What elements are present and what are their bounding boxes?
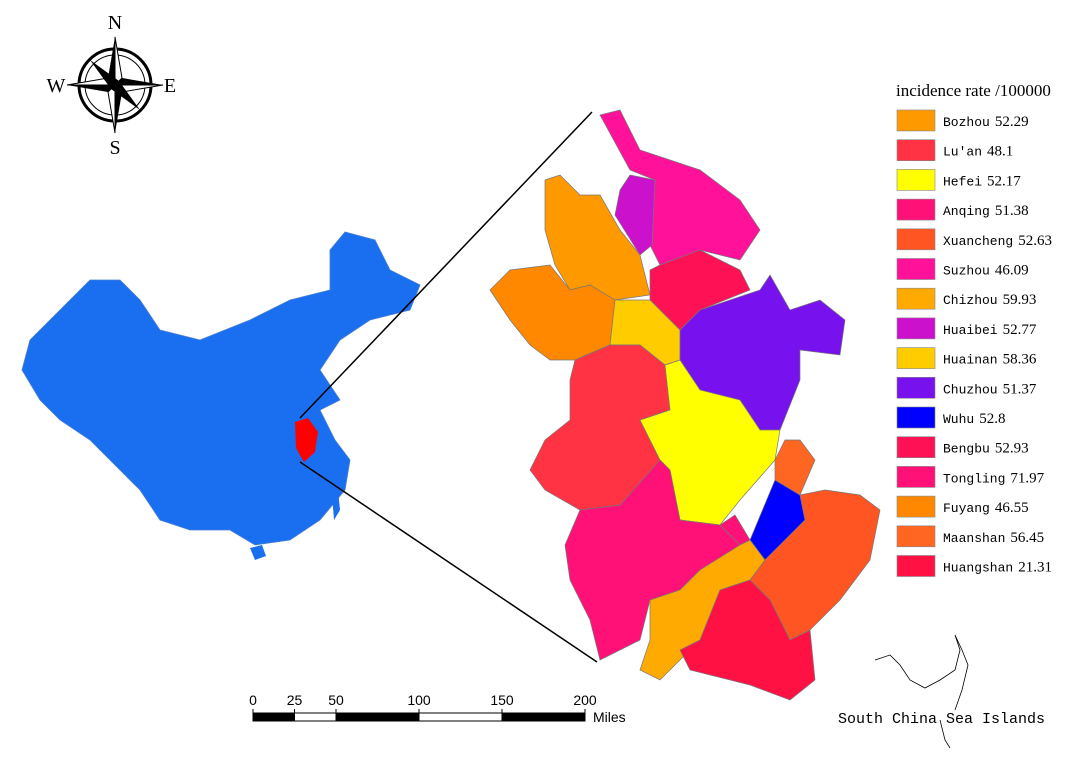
legend-name: Chuzhou — [943, 382, 998, 397]
legend-entry: Huangshan 21.31 — [943, 560, 1052, 576]
compass — [66, 36, 164, 134]
legend-entry: Xuancheng 52.63 — [943, 233, 1052, 249]
legend-name: Chizhou — [943, 293, 998, 308]
anhui-highlight — [295, 418, 318, 462]
legend-entry: Fuyang 46.55 — [943, 500, 1029, 516]
hainan — [250, 545, 266, 560]
city-region — [679, 579, 816, 701]
legend-name: Maanshan — [943, 531, 1005, 546]
legend-swatch — [896, 198, 936, 221]
legend-name: Xuancheng — [943, 234, 1013, 249]
legend-value: 51.37 — [1003, 381, 1037, 397]
legend-name: Hefei — [943, 174, 982, 189]
legend-name: Huainan — [943, 353, 998, 368]
legend-name: Fuyang — [943, 501, 990, 516]
scale-bar-segment — [502, 713, 585, 721]
legend-value: 52.17 — [987, 173, 1021, 189]
compass-n: N — [108, 12, 122, 34]
city-region — [639, 359, 781, 526]
legend-entry: Wuhu 52.8 — [943, 411, 1005, 427]
legend-swatch — [896, 555, 936, 577]
legend-value: 51.38 — [995, 203, 1029, 219]
scale-unit: Miles — [593, 709, 626, 725]
legend-value: 52.93 — [995, 441, 1029, 457]
legend-value: 56.45 — [1010, 530, 1044, 546]
legend-swatch — [896, 317, 936, 340]
legend-swatch — [896, 228, 936, 251]
legend-value: 58.36 — [1003, 352, 1037, 368]
scale-bar-segment — [253, 713, 295, 721]
scale-tick-label: 150 — [490, 692, 514, 708]
legend-value: 46.55 — [995, 500, 1029, 516]
legend-entry: Bengbu 52.93 — [943, 441, 1029, 457]
legend-title: incidence rate /100000 — [896, 81, 1051, 100]
legend-value: 52.63 — [1018, 233, 1052, 249]
scale-tick-label: 25 — [287, 692, 303, 708]
legend-swatch — [896, 466, 936, 488]
legend-entry: Suzhou 46.09 — [943, 263, 1029, 279]
legend-name: Anqing — [943, 204, 990, 219]
legend-swatch — [896, 258, 936, 280]
legend-value: 21.31 — [1018, 560, 1052, 576]
legend-value: 48.1 — [987, 144, 1013, 160]
legend-entry: Chizhou 59.93 — [943, 292, 1036, 308]
legend-entry: Hefei 52.17 — [943, 173, 1021, 189]
legend-swatch — [896, 169, 936, 191]
legend-value: 59.93 — [1003, 292, 1037, 308]
legend-value: 52.8 — [979, 411, 1005, 427]
legend-value: 52.29 — [995, 114, 1029, 130]
legend-swatch — [896, 406, 936, 429]
legend-swatch — [896, 495, 936, 518]
legend-entry: Lu'an 48.1 — [943, 144, 1013, 160]
zoom-line — [299, 461, 598, 663]
legend-swatch — [896, 525, 936, 548]
compass-s: S — [109, 137, 120, 159]
legend-name: Bozhou — [943, 115, 990, 130]
legend-value: 46.09 — [995, 263, 1029, 279]
legend-name: Tongling — [943, 471, 1005, 486]
inset-label: South China Sea Islands — [838, 711, 1045, 728]
legend-name: Huangshan — [943, 561, 1013, 576]
legend-value: 52.77 — [1003, 322, 1037, 338]
legend-entry: Anqing 51.38 — [943, 203, 1029, 219]
legend-name: Lu'an — [943, 145, 982, 160]
legend-name: Huaibei — [943, 323, 998, 338]
legend-entry: Huainan 58.36 — [943, 352, 1037, 368]
legend-swatch — [896, 109, 936, 132]
legend-entry: Tongling 71.97 — [943, 470, 1045, 486]
legend-swatch — [896, 347, 936, 369]
scale-tick-label: 100 — [407, 692, 431, 708]
zoom-line — [299, 111, 593, 419]
scale-tick-label: 50 — [328, 692, 344, 708]
taiwan — [332, 490, 340, 520]
china-outline — [21, 231, 421, 546]
legend-name: Suzhou — [943, 264, 990, 279]
legend-entry: Huaibei 52.77 — [943, 322, 1037, 338]
scale-bar-segment — [336, 713, 419, 721]
legend-value: 71.97 — [1010, 470, 1044, 486]
scale-tick-label: 200 — [573, 692, 597, 708]
legend-name: Bengbu — [943, 442, 990, 457]
compass-e: E — [164, 75, 176, 97]
legend-swatch — [896, 376, 936, 399]
compass-w: W — [47, 75, 66, 97]
legend-entry: Bozhou 52.29 — [943, 114, 1029, 130]
scale-tick-label: 0 — [249, 692, 257, 708]
legend-swatch — [896, 436, 936, 459]
legend-name: Wuhu — [943, 412, 974, 427]
legend-swatch — [896, 139, 936, 161]
legend-entry: Maanshan 56.45 — [943, 530, 1044, 546]
legend-entry: Chuzhou 51.37 — [943, 381, 1037, 397]
inset-outline — [874, 634, 969, 749]
legend-swatch — [896, 287, 936, 310]
city-region — [774, 439, 816, 496]
